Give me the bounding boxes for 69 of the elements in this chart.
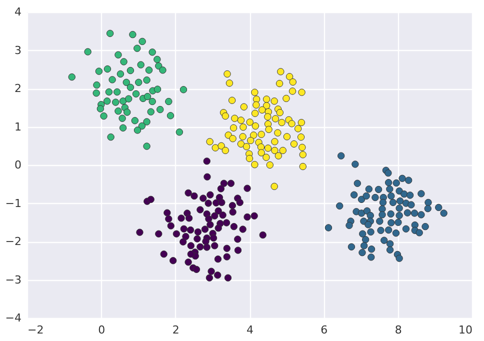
x-tick-label: 10 (458, 324, 472, 336)
x-tick-label: 0 (98, 324, 106, 336)
point (114, 88, 121, 96)
point (125, 95, 132, 102)
y-tick-label: 0 (14, 158, 22, 172)
point (108, 76, 116, 84)
point (134, 44, 141, 52)
point (126, 66, 134, 74)
point (95, 68, 103, 75)
point (132, 90, 140, 98)
point (105, 88, 113, 96)
point (143, 118, 150, 126)
x-tick-label: −2 (28, 324, 44, 336)
point (114, 107, 122, 115)
x-tick-label: 4 (246, 324, 254, 336)
point (138, 122, 146, 130)
point (143, 76, 150, 84)
point (68, 73, 76, 81)
point (114, 51, 122, 58)
point (93, 81, 100, 89)
point (84, 48, 92, 56)
y-tick-label: 2 (14, 82, 22, 95)
point (106, 30, 114, 38)
point (156, 106, 164, 114)
y-tick-label: −1 (5, 196, 22, 210)
y-tick-label: −4 (5, 312, 22, 324)
point (103, 98, 111, 105)
point (134, 126, 142, 134)
point (154, 56, 161, 64)
point (143, 142, 150, 150)
y-tick-label: 4 (14, 6, 22, 18)
point (122, 78, 130, 86)
point (138, 38, 146, 46)
point (131, 117, 139, 124)
y-tick-label: −2 (5, 235, 22, 248)
point (124, 108, 131, 116)
point (176, 128, 184, 136)
point (154, 86, 162, 93)
point (96, 105, 104, 112)
point (92, 89, 100, 97)
point (145, 66, 153, 74)
y-tick-label: 3 (14, 44, 22, 57)
point (180, 86, 188, 94)
point (148, 48, 156, 56)
point (148, 98, 156, 106)
point (165, 98, 172, 106)
point (116, 70, 124, 78)
point (104, 65, 112, 73)
point (129, 30, 136, 38)
point (120, 58, 128, 66)
point (166, 112, 174, 120)
point (112, 98, 120, 106)
point (144, 92, 152, 100)
point (119, 124, 127, 132)
point (137, 61, 144, 68)
point (118, 114, 126, 122)
y-tick-label: 1 (14, 120, 22, 134)
point (135, 78, 142, 86)
x-tick-label: 6 (320, 324, 328, 336)
x-tick-label: 2 (172, 324, 180, 336)
point (107, 133, 114, 141)
point (100, 112, 108, 120)
x-tick-label: 8 (394, 324, 402, 336)
point (126, 84, 134, 91)
point (147, 108, 154, 116)
point (155, 62, 162, 70)
point (159, 66, 166, 74)
y-tick-label: −3 (5, 273, 22, 286)
point (119, 98, 127, 105)
